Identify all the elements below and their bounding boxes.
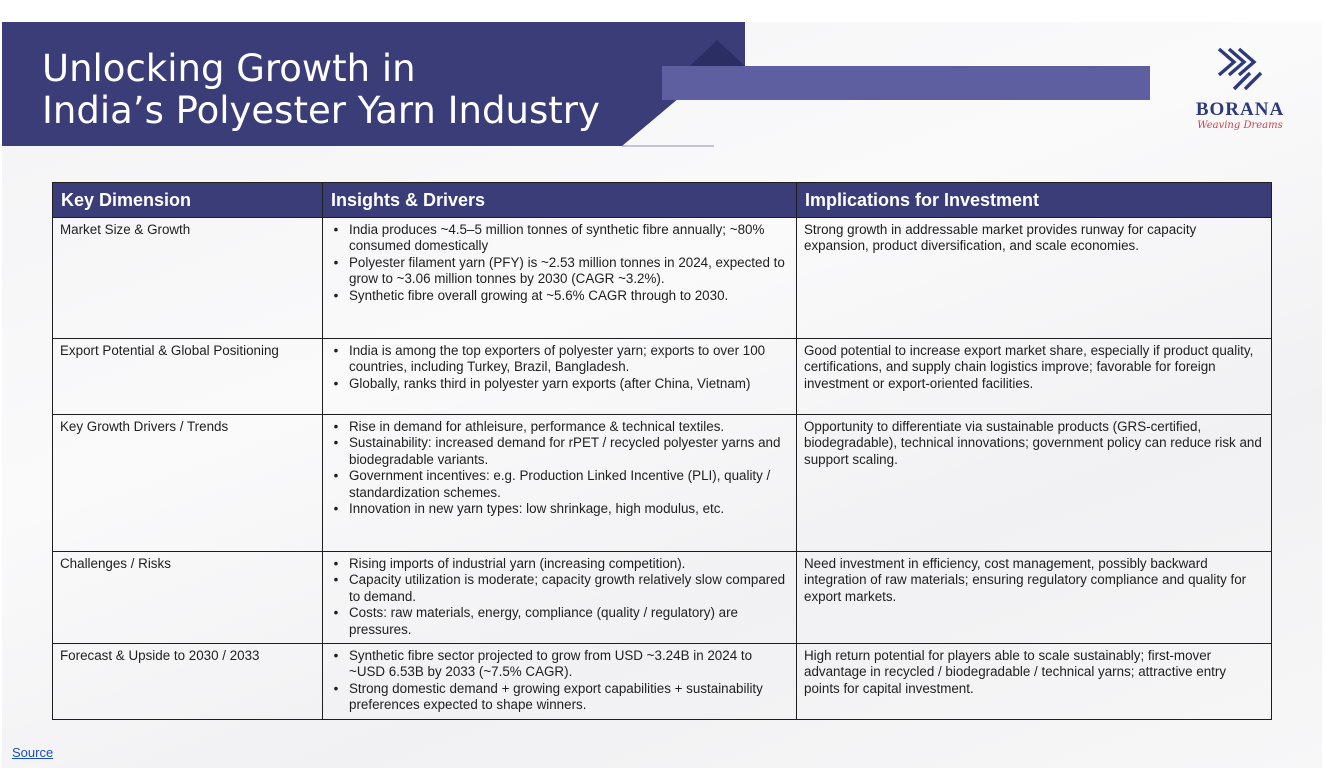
- banner-light-bar: [662, 66, 1150, 100]
- insight-item: Capacity utilization is moderate; capaci…: [331, 572, 789, 605]
- table-row: Market Size & Growth India produces ~4.5…: [52, 217, 1272, 339]
- insights-list: Rise in demand for athleisure, performan…: [331, 419, 789, 518]
- brand-name: BORANA: [1195, 99, 1285, 120]
- column-header-insights: Insights & Drivers: [322, 182, 797, 218]
- implication-cell: High return potential for players able t…: [796, 643, 1272, 720]
- insight-item: Strong domestic demand + growing export …: [331, 681, 789, 714]
- table-row: Export Potential & Global Positioning In…: [52, 338, 1272, 415]
- insight-item: Sustainability: increased demand for rPE…: [331, 435, 789, 468]
- insight-item: Polyester filament yarn (PFY) is ~2.53 m…: [331, 255, 789, 288]
- table-row: Key Growth Drivers / Trends Rise in dema…: [52, 414, 1272, 552]
- insights-cell: India is among the top exporters of poly…: [322, 338, 797, 415]
- dimension-cell: Key Growth Drivers / Trends: [52, 414, 323, 552]
- page-title: Unlocking Growth in India’s Polyester Ya…: [42, 48, 600, 132]
- banner-dark-band: [2, 22, 745, 146]
- insight-item: Innovation in new yarn types: low shrink…: [331, 501, 789, 518]
- insights-list: Rising imports of industrial yarn (incre…: [331, 556, 789, 638]
- implication-cell: Good potential to increase export market…: [796, 338, 1272, 415]
- title-line-1: Unlocking Growth in: [42, 47, 416, 90]
- dimension-cell: Export Potential & Global Positioning: [52, 338, 323, 415]
- brand-tagline: Weaving Dreams: [1197, 120, 1283, 131]
- source-link[interactable]: Source: [12, 745, 54, 760]
- borana-chevron-logo-icon: [1217, 47, 1263, 91]
- implication-cell: Need investment in efficiency, cost mana…: [796, 551, 1272, 644]
- title-line-2: India’s Polyester Yarn Industry: [42, 89, 600, 132]
- dimension-cell: Market Size & Growth: [52, 217, 323, 339]
- table-header-row: Key Dimension Insights & Drivers Implica…: [52, 182, 1272, 218]
- insight-item: Government incentives: e.g. Production L…: [331, 468, 789, 501]
- banner-accent-triangle: [690, 40, 745, 66]
- insight-item: Rise in demand for athleisure, performan…: [331, 419, 789, 436]
- table-row: Forecast & Upside to 2030 / 2033 Synthet…: [52, 643, 1272, 720]
- insight-item: India produces ~4.5–5 million tonnes of …: [331, 222, 789, 255]
- insights-list: India produces ~4.5–5 million tonnes of …: [331, 222, 789, 304]
- insight-item: Synthetic fibre sector projected to grow…: [331, 648, 789, 681]
- title-banner: [2, 22, 1150, 147]
- insight-item: Globally, ranks third in polyester yarn …: [331, 376, 789, 393]
- implication-cell: Opportunity to differentiate via sustain…: [796, 414, 1272, 552]
- slide: Unlocking Growth in India’s Polyester Ya…: [2, 22, 1322, 768]
- dimension-cell: Challenges / Risks: [52, 551, 323, 644]
- dimension-cell: Forecast & Upside to 2030 / 2033: [52, 643, 323, 720]
- insights-table: Key Dimension Insights & Drivers Implica…: [52, 182, 1272, 720]
- table-row: Challenges / Risks Rising imports of ind…: [52, 551, 1272, 644]
- insights-list: Synthetic fibre sector projected to grow…: [331, 648, 789, 714]
- implication-cell: Strong growth in addressable market prov…: [796, 217, 1272, 339]
- insights-list: India is among the top exporters of poly…: [331, 343, 789, 393]
- insight-item: India is among the top exporters of poly…: [331, 343, 789, 376]
- insight-item: Rising imports of industrial yarn (incre…: [331, 556, 789, 573]
- insights-cell: Rising imports of industrial yarn (incre…: [322, 551, 797, 644]
- insights-cell: Rise in demand for athleisure, performan…: [322, 414, 797, 552]
- insight-item: Costs: raw materials, energy, compliance…: [331, 605, 789, 638]
- insight-item: Synthetic fibre overall growing at ~5.6%…: [331, 288, 789, 305]
- insights-cell: India produces ~4.5–5 million tonnes of …: [322, 217, 797, 339]
- column-header-implications: Implications for Investment: [796, 182, 1272, 218]
- insights-cell: Synthetic fibre sector projected to grow…: [322, 643, 797, 720]
- brand-logo: BORANA Weaving Dreams: [1180, 46, 1300, 132]
- column-header-dimension: Key Dimension: [52, 182, 323, 218]
